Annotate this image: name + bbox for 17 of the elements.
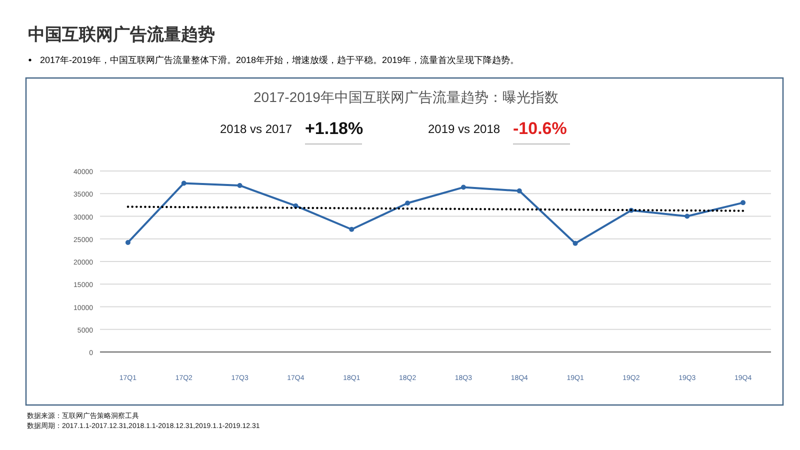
point bbox=[516, 188, 522, 194]
point bbox=[405, 200, 410, 206]
point bbox=[125, 240, 130, 245]
chart-title: 中国互联网广告流量趋势 bbox=[28, 25, 215, 44]
point bbox=[181, 180, 186, 186]
point bbox=[349, 226, 354, 232]
point bbox=[684, 214, 690, 219]
text: +1.18% bbox=[305, 119, 364, 138]
text: -10.6% bbox=[513, 119, 567, 138]
point bbox=[460, 184, 466, 190]
point bbox=[740, 200, 746, 206]
text: 2018 vs 2017 bbox=[220, 122, 292, 136]
point bbox=[572, 240, 578, 246]
chart-subtitle: 2017-2019年中国互联网广告流量趋势：曝光指数 bbox=[254, 89, 558, 105]
point bbox=[237, 182, 242, 188]
text: 2019 vs 2018 bbox=[428, 122, 500, 136]
text: 2017年-2019年，中国互联网广告流量整体下滑。2018年开始，增速放缓，趋于平稳。2019年，流量首次呈现下降趋势。 bbox=[40, 55, 520, 65]
